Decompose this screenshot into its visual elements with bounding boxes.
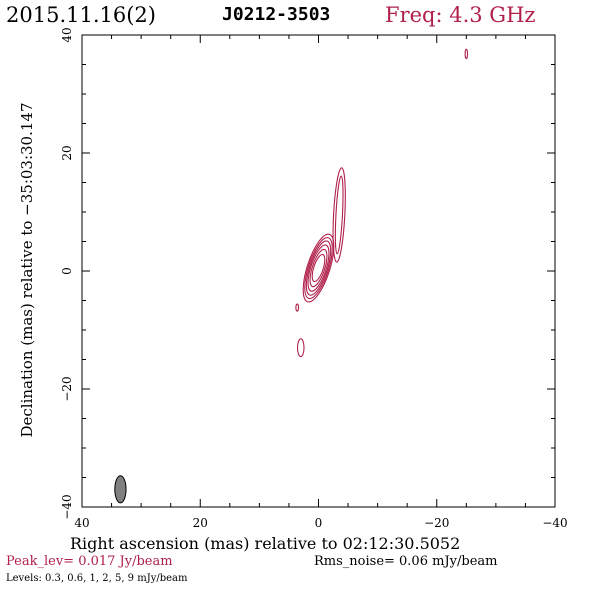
- contour-levels: Levels: 0.3, 0.6, 1, 2, 5, 9 mJy/beam: [6, 573, 188, 584]
- observation-date: 2015.11.16(2): [6, 3, 156, 27]
- x-axis-label: Right ascension (mas) relative to 02:12:…: [70, 534, 461, 553]
- contour-blob-1-level-1: [296, 338, 305, 358]
- y-tick-label: −40: [60, 494, 74, 519]
- contour-core-level-3: [305, 240, 332, 296]
- contour-core-level-6: [311, 253, 326, 283]
- beam-ellipse: [114, 475, 127, 504]
- contour-core-level-1: [302, 233, 335, 303]
- contour-layer: [295, 48, 469, 358]
- contour-blob-2-level-1: [295, 303, 300, 312]
- contour-core-level-5: [309, 248, 328, 288]
- y-tick-label: 0: [60, 267, 74, 275]
- x-tick-label: 20: [193, 516, 208, 530]
- y-axis-label: Declination (mas) relative to −35:03:30.…: [18, 102, 36, 438]
- source-name: J0212-3503: [222, 4, 331, 25]
- rms-noise: Rms_noise= 0.06 mJy/beam: [314, 554, 498, 569]
- plot-frame: [81, 34, 556, 508]
- peak-level: Peak_lev= 0.017 Jy/beam: [6, 554, 173, 569]
- contour-core-level-2: [304, 237, 333, 300]
- contour-jet-level-2: [334, 175, 344, 255]
- y-tick-label: 40: [60, 27, 74, 42]
- beam-layer: [114, 475, 127, 504]
- contour-core-level-4: [307, 244, 330, 292]
- x-tick-label: −40: [542, 516, 567, 530]
- axis-ticks: [82, 35, 555, 507]
- x-tick-label: −20: [424, 516, 449, 530]
- x-tick-label: 40: [74, 516, 89, 530]
- y-tick-label: 20: [60, 145, 74, 160]
- frequency-label: Freq: 4.3 GHz: [385, 3, 536, 27]
- x-tick-label: 0: [315, 516, 323, 530]
- contour-blob-3-level-1: [464, 48, 469, 60]
- contour-jet-level-1: [332, 167, 346, 263]
- y-tick-label: −20: [60, 376, 74, 401]
